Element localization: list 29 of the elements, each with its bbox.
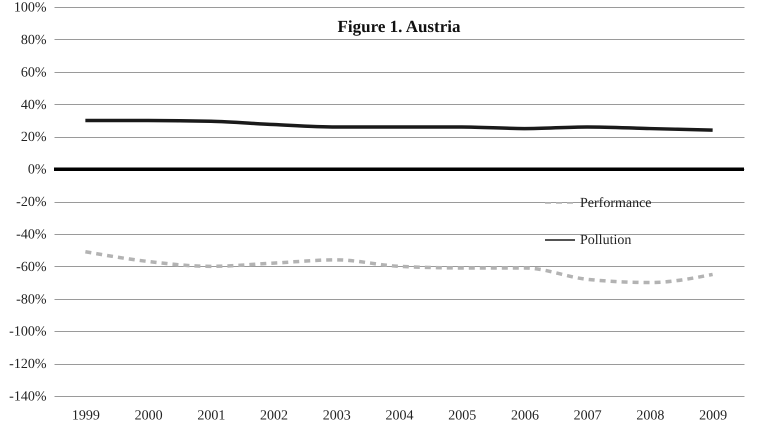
x-tick-label: 2003 [322,408,351,424]
x-tick-label: 2006 [510,408,539,424]
x-tick-label: 2005 [448,408,476,424]
y-tick-label: 40% [20,98,47,113]
y-tick-label: 0% [28,162,47,178]
x-tick-label: 1999 [72,408,100,424]
text: Figure 1. Austria [338,17,461,36]
line-series [84,118,714,132]
x-tick-label: 2009 [699,408,728,424]
legend-label: Performance [580,196,652,211]
y-tick-label: 60% [20,65,47,80]
x-tick-label: 2007 [574,408,602,424]
legend-label: Pollution [580,233,632,248]
x-tick-label: 2002 [260,408,288,424]
x-tick-label: 2004 [386,408,414,424]
y-tick-label: -40% [16,227,47,242]
x-tick-label: 2000 [134,408,163,424]
x-tick-label: 2001 [197,408,226,424]
y-tick-label: 20% [20,130,47,146]
y-tick-label: -60% [16,260,47,275]
y-tick-label: -100% [9,324,47,340]
y-tick-label: -20% [16,195,47,210]
y-tick-label: 80% [20,32,47,48]
y-tick-label: -140% [9,390,47,404]
line-series [84,250,714,284]
y-tick-label: 100% [14,0,47,16]
y-tick-label: -80% [16,292,47,308]
x-tick-label: 2008 [636,408,664,424]
y-tick-label: -120% [9,357,47,372]
